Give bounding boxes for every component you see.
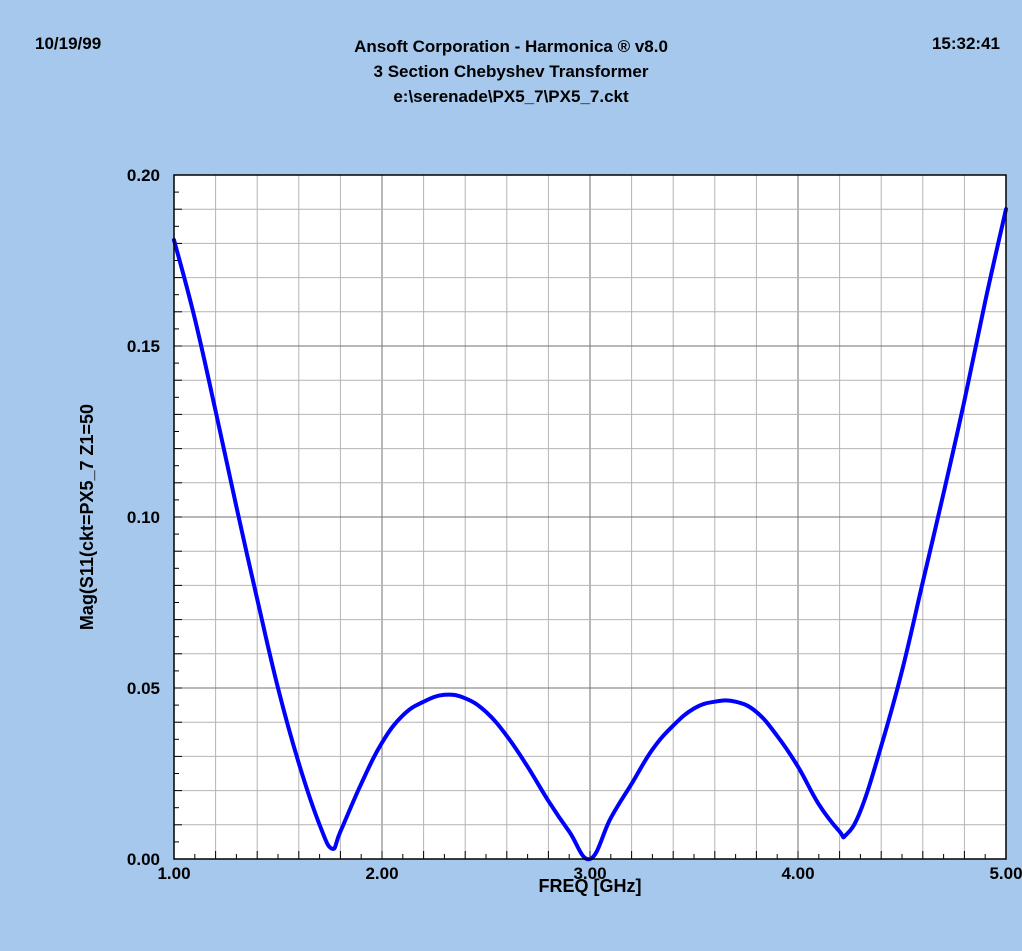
x-tick-labels: 1.00 2.00 3.00 4.00 5.00 [157, 864, 1022, 883]
y-tick-label: 0.05 [127, 679, 160, 698]
x-axis-label: FREQ [GHz] [539, 876, 642, 896]
plot-border [173, 174, 1007, 860]
x-tick-label: 1.00 [157, 864, 190, 883]
x-tick-label: 5.00 [989, 864, 1022, 883]
chart-title: Ansoft Corporation - Harmonica ® v8.0 [354, 37, 668, 56]
y-tick-label: 0.10 [127, 508, 160, 527]
date-label: 10/19/99 [35, 34, 102, 53]
circuit-file-path: e:\serenade\PX5_7\PX5_7.ckt [393, 87, 629, 106]
x-tick-label: 2.00 [365, 864, 398, 883]
x-tick-label: 4.00 [781, 864, 814, 883]
time-label: 15:32:41 [931, 34, 1000, 53]
y-tick-labels: 0.00 0.05 0.10 0.15 0.20 [127, 166, 160, 869]
y-tick-label: 0.20 [127, 166, 160, 185]
y-tick-label: 0.00 [127, 850, 160, 869]
x-tick-label: 3.00 [573, 864, 606, 883]
y-tick-label: 0.15 [127, 337, 160, 356]
axis-ticks [173, 174, 1007, 860]
y-axis-label: Mag(S11(ckt=PX5_7 Z1=50 [77, 404, 97, 630]
chart-title-block: Ansoft Corporation - Harmonica ® v8.0 3 … [0, 34, 1022, 109]
grid [174, 175, 1006, 859]
chart-subtitle: 3 Section Chebyshev Transformer [373, 62, 649, 81]
